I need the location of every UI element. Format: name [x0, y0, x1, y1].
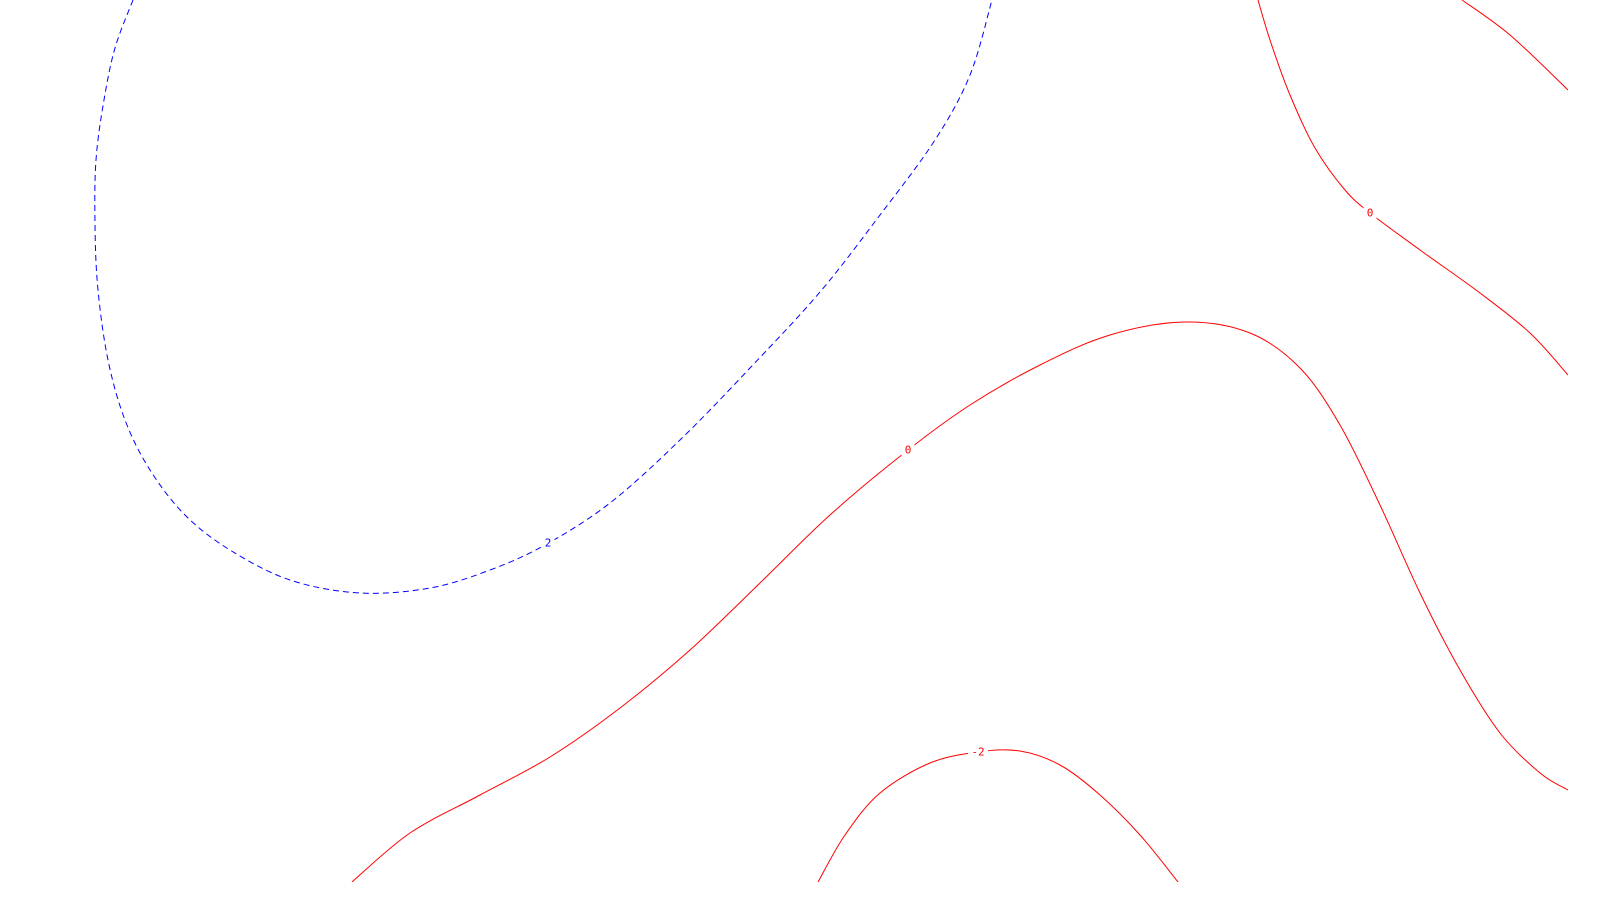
contour-plot-canvas: 2 0 0 -2	[94, 0, 1568, 882]
contour-line-level-0-2	[1461, 0, 1568, 91]
contour-plot: 2 0 0 -2	[94, 0, 1568, 882]
contour-label-background-3	[901, 444, 915, 456]
contour-label-background-0	[541, 537, 555, 549]
contour-label-4: -2	[971, 746, 984, 759]
contour-label-background-1	[1363, 207, 1377, 219]
contour-line-level-0-1	[1257, 0, 1568, 376]
contour-lines	[94, 0, 1568, 882]
contour-line-level--2-4	[817, 749, 1179, 882]
contour-label-3: 0	[905, 444, 912, 457]
contour-line-level-2-0	[94, 0, 993, 594]
contour-line-level-0-3	[351, 321, 1568, 882]
contour-label-1: 0	[1367, 207, 1374, 220]
contour-label-0: 2	[545, 537, 552, 550]
contour-labels: 2 0 0 -2	[541, 207, 1377, 759]
contour-label-background-4	[968, 746, 988, 758]
